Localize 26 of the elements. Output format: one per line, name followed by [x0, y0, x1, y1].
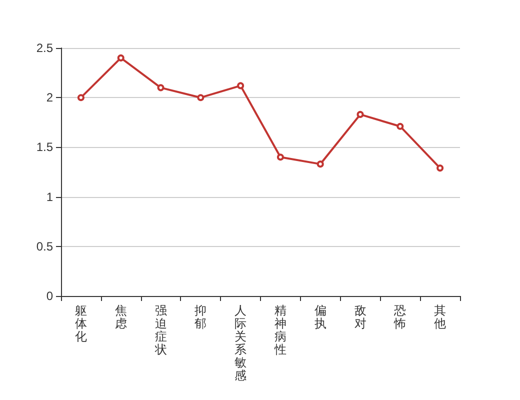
point: [157, 84, 164, 92]
x-tick-label: 偏执: [314, 304, 326, 330]
x-tick-label: 恐怖: [393, 304, 406, 330]
y-tick-label: 1.5: [36, 140, 54, 154]
y-tick-label: 2.5: [36, 41, 54, 55]
point: [77, 94, 84, 102]
point: [356, 110, 364, 118]
point: [117, 54, 124, 62]
y-tick-label: 0: [46, 289, 54, 303]
point: [237, 82, 244, 90]
x-tick-label: 精神病性: [273, 304, 286, 356]
y-tick-label: 1: [46, 190, 54, 204]
point: [396, 122, 404, 130]
point: [316, 160, 324, 168]
x-tick-label: 焦虑: [114, 304, 127, 330]
point: [197, 94, 204, 102]
y-tick-label: 2: [46, 90, 54, 105]
x-tick-label: 其他: [434, 304, 446, 330]
x-tick-label: 人际关系敏感: [234, 304, 247, 382]
y-tick-label: 0.5: [36, 239, 54, 254]
point: [276, 154, 284, 161]
x-tick-label: 敌对: [354, 304, 366, 330]
x-tick-label: 躯体化: [74, 304, 87, 344]
x-tick-label: 抑郁: [194, 304, 207, 330]
point: [436, 164, 444, 172]
x-tick-label: 强迫症状: [154, 304, 167, 356]
